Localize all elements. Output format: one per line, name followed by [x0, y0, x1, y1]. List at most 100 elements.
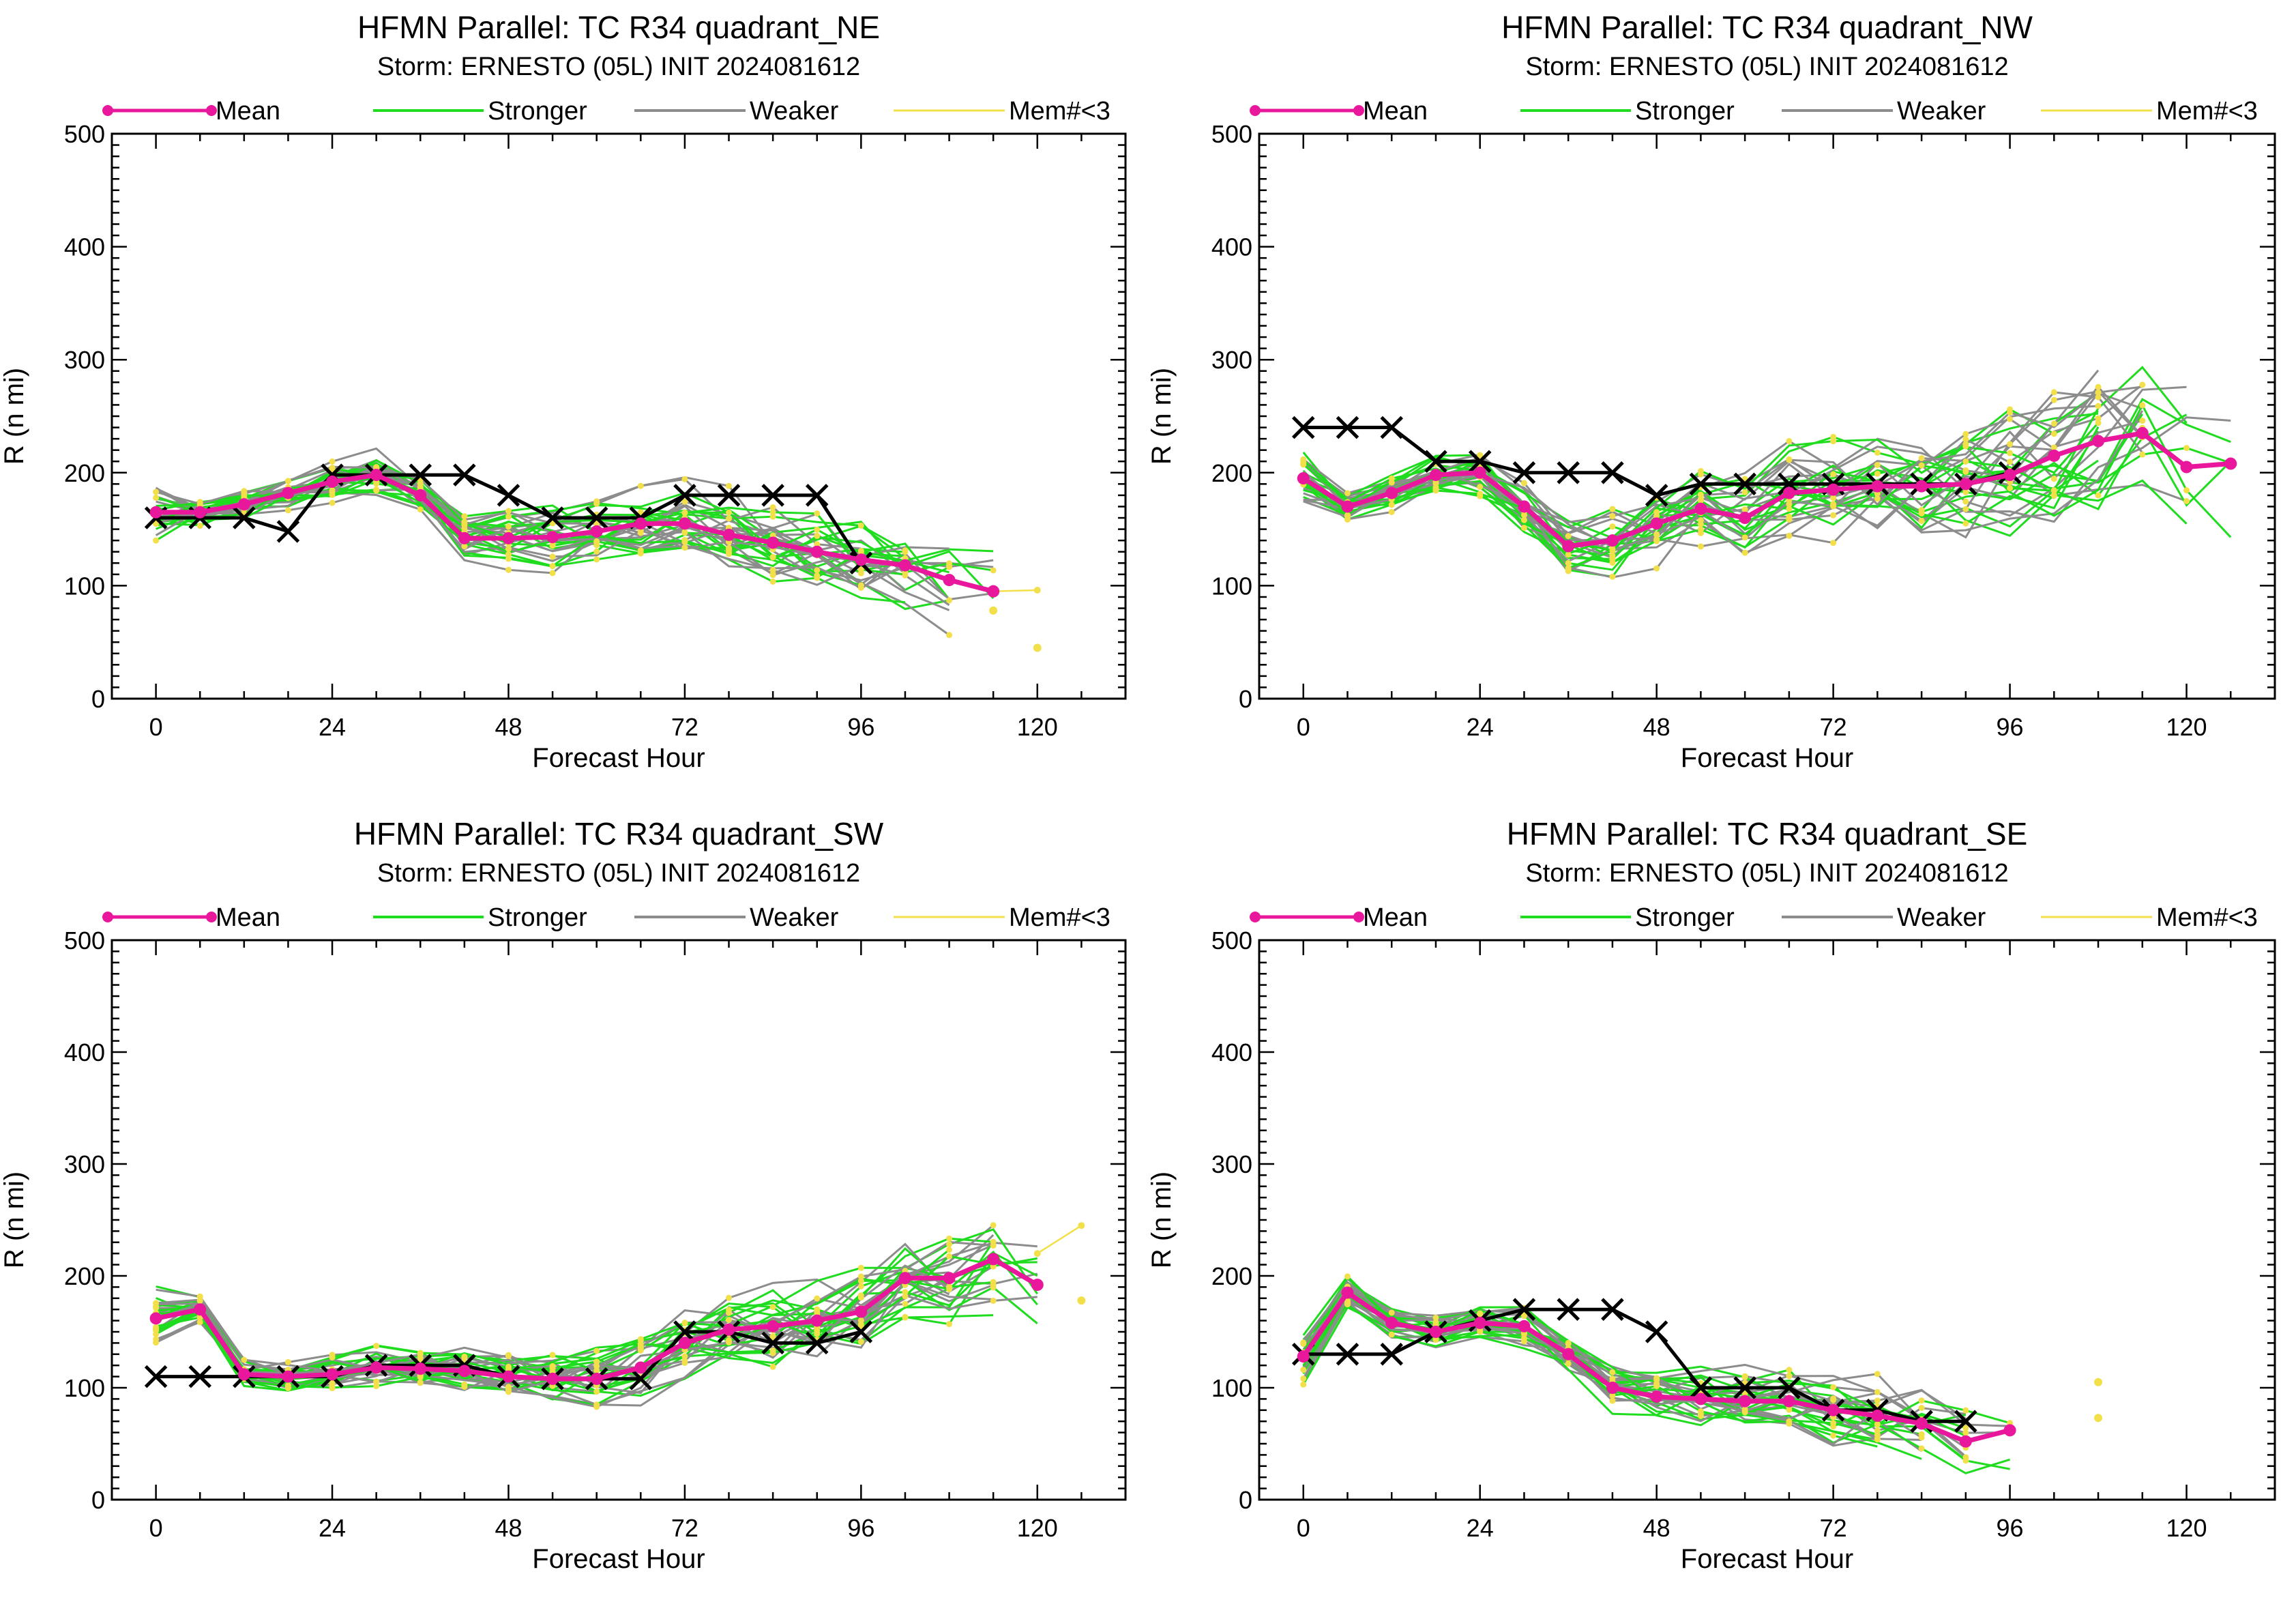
mean-point — [1606, 1382, 1619, 1394]
best-track-marker — [1601, 1298, 1624, 1321]
weaker-member-line — [1302, 1301, 2010, 1434]
y-axis-label: R (n mi) — [0, 1171, 29, 1268]
member-point — [241, 488, 248, 495]
y-tick-label: 400 — [64, 1038, 105, 1066]
member-point — [1520, 1335, 1527, 1342]
y-tick-label: 400 — [1211, 233, 1252, 261]
mean-point — [678, 517, 691, 530]
member-point — [1918, 462, 1925, 469]
member-point — [1962, 506, 1969, 512]
member-point — [857, 1338, 864, 1345]
y-tick-label: 300 — [64, 1150, 105, 1178]
member-point — [769, 1363, 776, 1370]
member-point — [902, 547, 909, 554]
member-point — [2050, 396, 2057, 403]
member-point — [461, 1384, 468, 1390]
best-track-x-stroke — [673, 1320, 696, 1343]
best-track-x-stroke — [1557, 461, 1580, 484]
member-point — [549, 563, 556, 570]
mean-point — [1650, 517, 1663, 530]
member-point — [1962, 1429, 1969, 1436]
member-point — [1918, 510, 1925, 516]
member-point — [505, 566, 512, 573]
member-point — [1786, 532, 1793, 539]
y-tick-label: 0 — [1239, 1486, 1252, 1514]
member-point — [1300, 1381, 1307, 1388]
x-tick-label: 120 — [2166, 1514, 2207, 1542]
x-tick-label: 24 — [319, 713, 346, 741]
member-point — [1697, 521, 1704, 527]
legend-label-stronger: Stronger — [488, 903, 587, 932]
member-point — [2050, 420, 2057, 427]
x-tick-label: 0 — [149, 1514, 163, 1542]
best-track-marker — [1512, 461, 1536, 484]
member-point — [1962, 468, 1969, 475]
legend-label-few_members: Mem#<3 — [1009, 903, 1110, 932]
member-point — [2095, 394, 2102, 400]
best-track-x-stroke — [849, 1320, 873, 1343]
best-track-x-stroke — [1336, 416, 1359, 439]
member-point — [1344, 1298, 1351, 1305]
mean-point — [326, 476, 339, 489]
plot-area — [144, 1222, 1086, 1410]
member-point — [946, 1253, 953, 1259]
member-point — [726, 544, 733, 551]
y-axis-label: R (n mi) — [0, 368, 29, 465]
member-point — [769, 578, 776, 585]
mean-point — [1562, 540, 1575, 553]
member-point — [1918, 1397, 1925, 1404]
member-point — [946, 1321, 953, 1328]
x-tick-label: 0 — [1297, 1514, 1310, 1542]
member-point — [681, 529, 688, 536]
member-point — [1653, 512, 1660, 519]
member-point — [1697, 1408, 1704, 1415]
member-point — [946, 1247, 953, 1253]
best-track-marker — [1689, 472, 1713, 496]
best-track-x-stroke — [1557, 1298, 1580, 1321]
member-point — [1653, 1383, 1660, 1390]
best-track-marker — [1645, 1320, 1668, 1343]
member-point — [814, 526, 821, 533]
y-tick-label: 500 — [1211, 927, 1252, 955]
best-track-marker — [1380, 416, 1403, 439]
member-point — [1520, 516, 1527, 523]
mean-point — [149, 1312, 162, 1325]
best-track-marker — [717, 484, 741, 507]
member-point — [1565, 559, 1572, 566]
x-tick-label: 72 — [1820, 1514, 1847, 1542]
member-point — [196, 501, 203, 508]
mean-point — [1694, 1393, 1707, 1406]
mean-point — [1385, 1316, 1398, 1329]
member-point — [857, 522, 864, 529]
member-point — [196, 1319, 203, 1326]
plot-frame — [111, 939, 1127, 1501]
x-axis-label: Forecast Hour — [1681, 743, 1853, 773]
y-tick-label: 200 — [1211, 1262, 1252, 1290]
member-point — [1300, 461, 1307, 468]
best-track-marker — [1557, 1298, 1580, 1321]
mean-line — [1301, 1289, 2011, 1444]
member-point — [681, 1358, 688, 1365]
member-point — [2050, 476, 2057, 482]
member-point — [1565, 565, 1572, 572]
member-point — [2095, 389, 2102, 396]
mean-point — [1959, 478, 1972, 491]
member-point — [681, 509, 688, 516]
x-tick-label: 48 — [495, 1514, 522, 1542]
mean-point — [1473, 466, 1486, 479]
mean-point — [1518, 500, 1531, 513]
mean-point — [634, 517, 647, 530]
legend-dot-mean — [1250, 105, 1261, 116]
member-point — [1388, 1331, 1395, 1338]
member-point — [1741, 549, 1748, 556]
member-point — [990, 1222, 997, 1229]
member-point — [726, 1339, 733, 1346]
member-point — [2095, 383, 2102, 390]
mean-point — [898, 559, 911, 572]
best-track-marker — [453, 463, 476, 486]
mean-point — [194, 1303, 207, 1316]
member-point — [1962, 458, 1969, 465]
mean-point — [370, 469, 383, 482]
member-point — [726, 1317, 733, 1324]
